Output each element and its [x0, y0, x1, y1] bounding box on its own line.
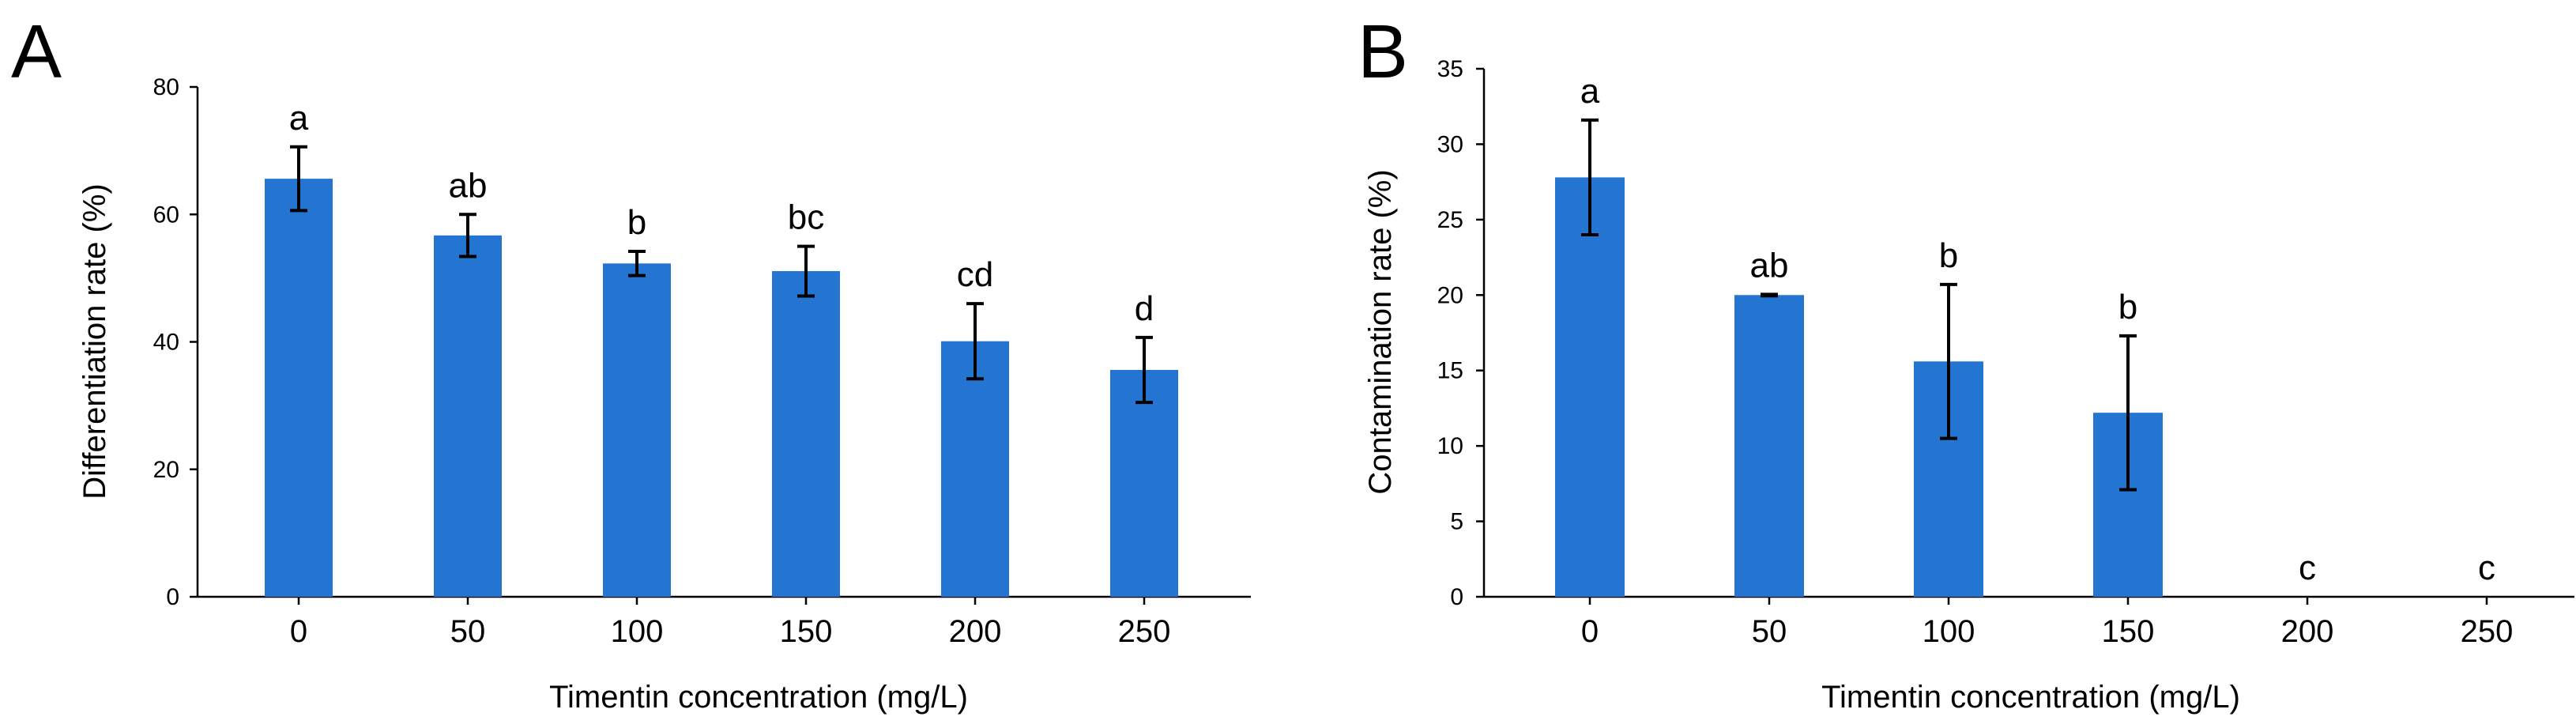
panel-a-x-tick-label-150: 150 [780, 614, 833, 649]
panel-b-significance-0: a [1580, 72, 1600, 111]
panel-b-y-tick-label: 5 [1450, 509, 1463, 535]
panel-a-bars [265, 179, 1178, 598]
panel-a-significance-labels: a ab b bc cd d [289, 99, 1154, 328]
panel-a-error-bar-150 [797, 244, 815, 298]
panel-b-y-ticks: 0 5 10 15 20 25 30 35 [1437, 56, 1484, 610]
panel-b-x-tick-label-100: 100 [1923, 614, 1975, 649]
panel-b-letter: B [1358, 9, 1408, 94]
panel-b-error-bars [1581, 118, 2137, 492]
panel-a-bar-50 [434, 235, 502, 597]
panel-a-y-ticks: 0 20 40 60 80 [153, 74, 198, 610]
panel-a-y-tick-label: 40 [153, 330, 179, 356]
panel-b-significance-100: b [1939, 236, 1958, 275]
panel-a-error-bar-100 [628, 250, 646, 277]
panel-a-y-axis-title: Differentiation rate (%) [77, 183, 112, 499]
panel-a-x-tick-label-250: 250 [1118, 614, 1171, 649]
panel-b-y-tick-label: 20 [1437, 282, 1463, 308]
panel-b-significance-200: c [2299, 549, 2316, 587]
panel-b-error-bar-100 [1940, 282, 1957, 440]
panel-a-error-bar-200 [966, 302, 984, 381]
panel-a-significance-100: b [627, 203, 646, 242]
panel-b-significance-labels: a ab b b c c [1580, 72, 2495, 587]
panel-b-error-bar-50 [1761, 292, 1778, 298]
panel-b-error-bar-0 [1581, 118, 1599, 236]
panel-a: A 0 20 40 60 80 a ab b bc cd d 0 50 100 150 200 250 Ti… [11, 9, 1251, 715]
panel-a-error-bar-0 [290, 145, 307, 213]
panel-a-bar-100 [603, 263, 671, 597]
panel-a-bar-250 [1110, 369, 1178, 597]
panel-a-significance-150: bc [788, 198, 824, 237]
panel-b-x-tick-label-0: 0 [1581, 614, 1599, 649]
panel-a-error-bar-250 [1135, 335, 1153, 405]
panel-b: B 0 5 10 15 20 25 30 35 a ab b b c c 0 50 100 150 200 250… [1358, 9, 2574, 715]
panel-b-x-axis-title: Timentin concentration (mg/L) [1821, 680, 2240, 715]
panel-a-x-axis-title: Timentin concentration (mg/L) [549, 680, 968, 715]
panel-b-y-tick-label: 15 [1437, 358, 1463, 384]
panel-a-significance-200: cd [957, 255, 993, 294]
panel-a-significance-250: d [1135, 289, 1154, 328]
panel-b-y-tick-label: 35 [1437, 56, 1463, 82]
panel-a-x-tick-label-200: 200 [949, 614, 1002, 649]
panel-a-bar-0 [265, 179, 333, 598]
panel-a-y-tick-label: 0 [166, 584, 179, 610]
panel-b-y-tick-label: 0 [1450, 584, 1463, 610]
panel-b-x-ticks: 0 50 100 150 200 250 [1581, 597, 2514, 649]
panel-b-x-tick-label-150: 150 [2102, 614, 2155, 649]
panel-b-y-tick-label: 10 [1437, 433, 1463, 459]
panel-a-significance-50: ab [449, 166, 488, 205]
panel-a-y-tick-label: 20 [153, 457, 179, 483]
panel-b-x-tick-label-250: 250 [2461, 614, 2514, 649]
panel-b-y-tick-label: 30 [1437, 131, 1463, 157]
panel-a-x-tick-label-50: 50 [450, 614, 486, 649]
panel-a-y-tick-label: 60 [153, 202, 179, 228]
panel-b-x-tick-label-200: 200 [2281, 614, 2334, 649]
panel-a-letter: A [11, 9, 62, 94]
panel-b-y-axis-title: Contamination rate (%) [1363, 169, 1398, 494]
panel-a-error-bars [290, 145, 1153, 405]
panel-b-significance-150: b [2118, 288, 2137, 326]
panel-a-y-tick-label: 80 [153, 74, 179, 100]
panel-a-x-tick-label-100: 100 [611, 614, 664, 649]
panel-a-error-bar-50 [459, 213, 476, 258]
panel-b-x-tick-label-50: 50 [1752, 614, 1787, 649]
panel-b-bars [1555, 177, 2163, 598]
panel-b-significance-50: ab [1750, 246, 1789, 285]
panel-a-bar-150 [772, 271, 840, 597]
panel-a-x-ticks: 0 50 100 150 200 250 [290, 597, 1171, 649]
panel-b-significance-250: c [2478, 549, 2495, 587]
panel-a-significance-0: a [289, 99, 309, 138]
panel-b-y-tick-label: 25 [1437, 207, 1463, 233]
panel-b-bar-50 [1734, 295, 1804, 597]
panel-a-bar-200 [941, 341, 1009, 597]
panel-b-bar-0 [1555, 177, 1625, 598]
panel-a-x-tick-label-0: 0 [290, 614, 307, 649]
panel-b-error-bar-150 [2119, 334, 2137, 492]
